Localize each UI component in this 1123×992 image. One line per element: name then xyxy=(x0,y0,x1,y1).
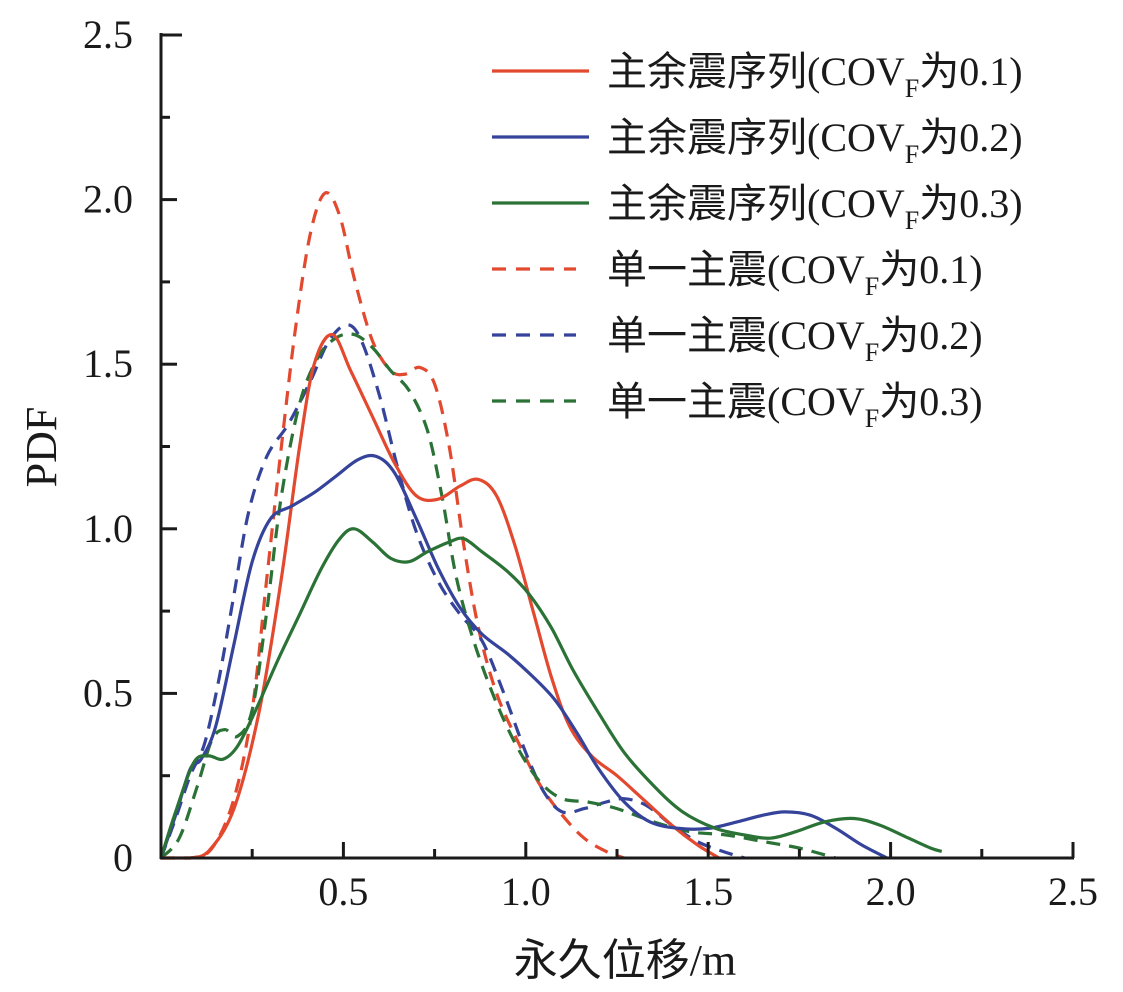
series-line-dashed-5 xyxy=(159,323,746,860)
series-layer xyxy=(159,191,943,860)
ticks xyxy=(161,33,1075,860)
legend-label: 单一主震(COVF为0.1) xyxy=(607,247,983,301)
series-line-dashed-4 xyxy=(160,191,625,860)
y-tick-label: 1.0 xyxy=(83,506,133,551)
x-tick-label: 2.0 xyxy=(866,869,916,914)
legend-item: 主余震序列(COVF为0.3) xyxy=(492,181,1023,235)
legend-item: 单一主震(COVF为0.3) xyxy=(492,379,983,433)
y-tick-label: 2.5 xyxy=(83,12,133,57)
legend-item: 单一主震(COVF为0.2) xyxy=(492,313,983,367)
series-line-solid-2 xyxy=(159,453,888,860)
tick-labels: 0.5 1.0 1.5 2.0 2.5 0 0.5 1.0 1.5 2.0 2.5 xyxy=(83,12,1098,914)
x-tick-label: 0.5 xyxy=(318,869,368,914)
x-tick-label: 1.5 xyxy=(683,869,733,914)
series-line-solid-3 xyxy=(159,527,943,859)
y-tick-label: 0.5 xyxy=(83,670,133,715)
legend-item: 主余震序列(COVF为0.2) xyxy=(492,115,1023,169)
legend-label: 主余震序列(COVF为0.3) xyxy=(607,181,1023,235)
legend-label: 单一主震(COVF为0.3) xyxy=(607,379,983,433)
legend-item: 主余震序列(COVF为0.1) xyxy=(492,49,1023,103)
x-tick-label: 2.5 xyxy=(1048,869,1098,914)
x-axis-title: 永久位移/m xyxy=(514,936,736,985)
y-tick-label: 0 xyxy=(113,835,133,880)
x-tick-label: 1.0 xyxy=(501,869,551,914)
y-tick-label: 2.0 xyxy=(83,177,133,222)
y-tick-label: 1.5 xyxy=(83,341,133,386)
y-axis-title: PDF xyxy=(17,407,66,488)
legend-label: 主余震序列(COVF为0.2) xyxy=(607,115,1023,169)
legend-item: 单一主震(COVF为0.1) xyxy=(492,247,983,301)
legend: 主余震序列(COVF为0.1) 主余震序列(COVF为0.2) 主余震序列(COVF… xyxy=(492,49,1023,433)
legend-label: 单一主震(COVF为0.2) xyxy=(607,313,983,367)
legend-label: 主余震序列(COVF为0.1) xyxy=(607,49,1023,103)
